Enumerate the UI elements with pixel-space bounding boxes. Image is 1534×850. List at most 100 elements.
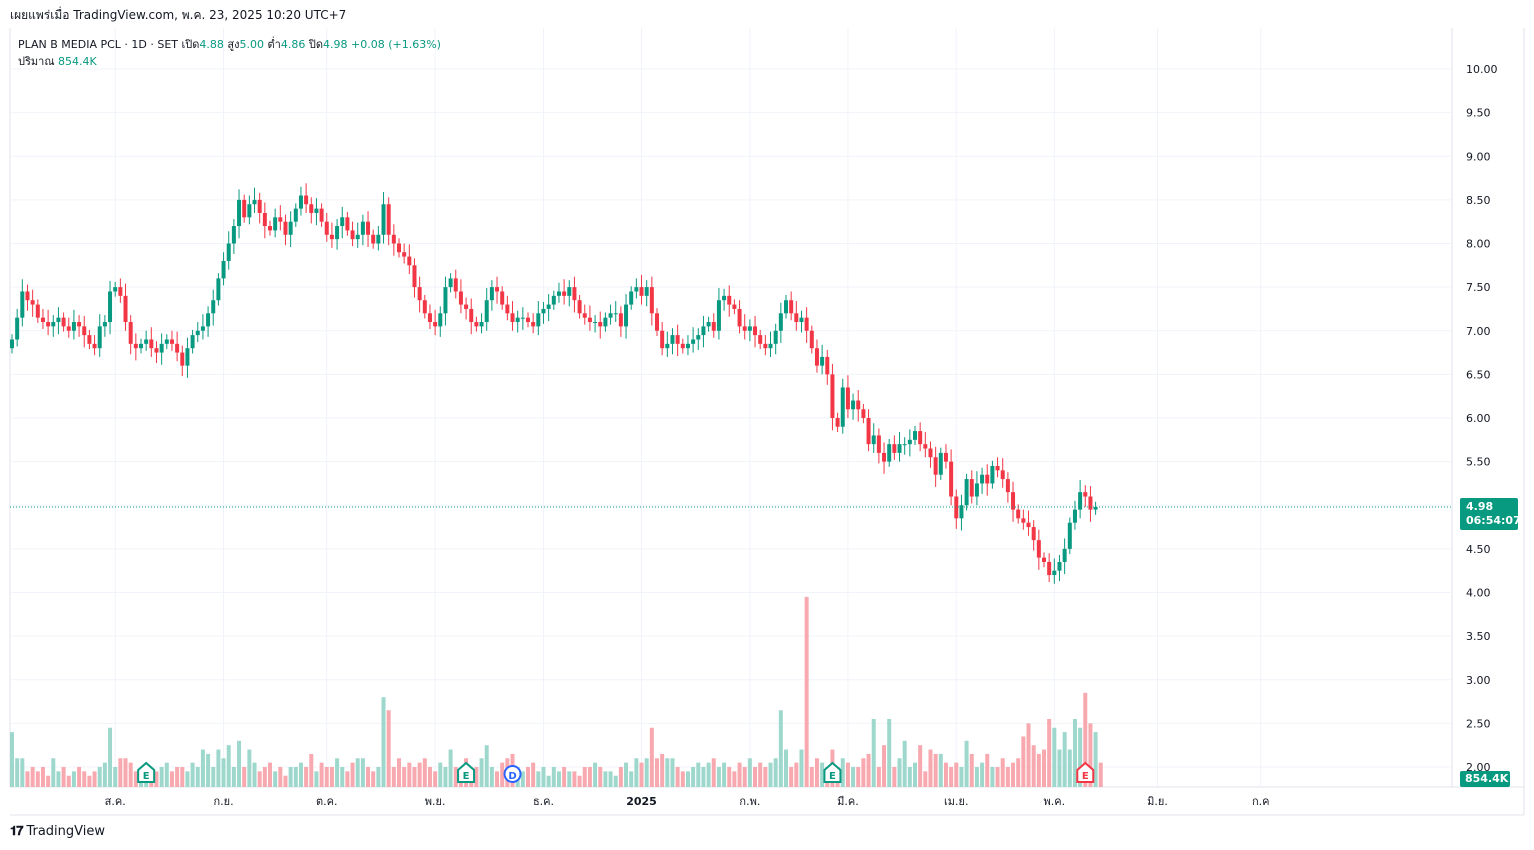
volume-bar: [784, 749, 788, 787]
candle-body: [598, 322, 603, 327]
candle: [603, 312, 608, 332]
volume-bar: [324, 767, 329, 787]
volume-bar: [876, 767, 881, 787]
candle-body: [603, 317, 608, 327]
volume-bar: [887, 719, 892, 787]
volume-bar: [82, 771, 87, 787]
volume-bar: [520, 771, 525, 787]
volume-bar: [376, 767, 381, 787]
candle: [876, 428, 881, 464]
candle-body: [794, 313, 799, 323]
candle: [495, 276, 500, 304]
volume-bar: [923, 771, 928, 787]
candle-body: [701, 326, 706, 336]
candle-body: [391, 234, 396, 244]
volume-bar: [892, 767, 897, 787]
candle: [1062, 538, 1067, 575]
candle: [128, 315, 133, 355]
candle-body: [866, 418, 871, 445]
candle: [727, 285, 732, 317]
symbol-name[interactable]: PLAN B MEDIA PCL · 1D · SET: [18, 38, 179, 51]
event-marker-label: D: [508, 771, 516, 782]
candle-body: [500, 291, 505, 305]
volume-bar: [722, 762, 727, 787]
volume-bar: [366, 767, 371, 787]
volume-bar: [701, 767, 706, 787]
volume-bar: [995, 767, 1000, 787]
candle: [371, 229, 376, 249]
volume-bar: [360, 758, 365, 787]
candle: [691, 327, 696, 353]
candle-body: [706, 322, 711, 327]
candle: [97, 314, 102, 357]
candle-body: [624, 304, 629, 327]
volume-bar: [350, 762, 355, 787]
candle: [51, 315, 56, 337]
candle: [1057, 554, 1062, 582]
volume-bars: [10, 596, 1103, 787]
candle: [515, 310, 520, 333]
candlesticks: [10, 183, 1098, 584]
last-price-badge: 4.98 06:54:07: [1460, 498, 1521, 530]
candle: [902, 437, 907, 455]
volume-bar: [474, 767, 479, 787]
candle-body: [30, 300, 35, 305]
volume-bar: [716, 767, 721, 787]
candle-body: [108, 291, 113, 323]
candle-body: [464, 304, 469, 309]
volume-bar: [433, 771, 438, 787]
candle-body: [562, 291, 567, 296]
volume-bar: [154, 771, 159, 787]
symbol-legend: PLAN B MEDIA PCL · 1D · SET เปิด4.88 สูง…: [18, 35, 441, 53]
volume-bar: [866, 753, 871, 787]
volume-bar: [1093, 732, 1098, 787]
candle: [985, 464, 990, 496]
tradingview-logo[interactable]: 𝟏𝟕 TradingView: [10, 824, 105, 839]
candle: [458, 279, 463, 314]
candle-body: [438, 313, 443, 327]
volume-badge: 854.4K: [1460, 771, 1510, 787]
volume-bar: [319, 762, 324, 787]
candle-body: [892, 444, 897, 453]
volume-bar: [562, 767, 567, 787]
candle: [226, 231, 231, 270]
candle-body: [87, 335, 92, 344]
candle: [541, 301, 546, 324]
volume-bar: [1016, 758, 1021, 787]
volume-bar: [587, 767, 592, 787]
candle-body: [680, 343, 685, 349]
volume-bar: [371, 771, 376, 787]
candle: [990, 460, 995, 489]
candle: [345, 212, 350, 236]
volume-bar: [1052, 727, 1057, 787]
candle-body: [974, 483, 979, 497]
candle: [696, 328, 701, 350]
candle: [980, 467, 985, 494]
candle-body: [92, 343, 97, 349]
candle-body: [593, 322, 598, 324]
candle: [309, 197, 314, 224]
volume-bar: [737, 762, 742, 787]
open-label: เปิด: [181, 38, 200, 51]
candle: [273, 208, 278, 238]
time-tick-label: ก.ย.: [214, 795, 234, 808]
volume-bar: [108, 727, 113, 787]
candle-body: [582, 313, 587, 318]
volume-bar: [655, 758, 659, 787]
volume-bar: [603, 771, 608, 787]
candle: [923, 431, 928, 458]
published-header: เผยแพร่เมื่อ TradingView.com, พ.ค. 23, 2…: [10, 8, 347, 22]
candle: [587, 305, 592, 331]
candle-body: [649, 287, 654, 314]
volume-bar: [536, 771, 541, 787]
volume-bar: [649, 727, 654, 787]
candle: [1016, 504, 1021, 524]
candle: [139, 338, 143, 354]
volume-bar: [113, 767, 118, 787]
candle-body: [1078, 492, 1083, 510]
candle-body: [768, 343, 773, 349]
candle-body: [293, 208, 298, 222]
volume-bar: [61, 767, 66, 787]
candle-body: [882, 452, 887, 462]
